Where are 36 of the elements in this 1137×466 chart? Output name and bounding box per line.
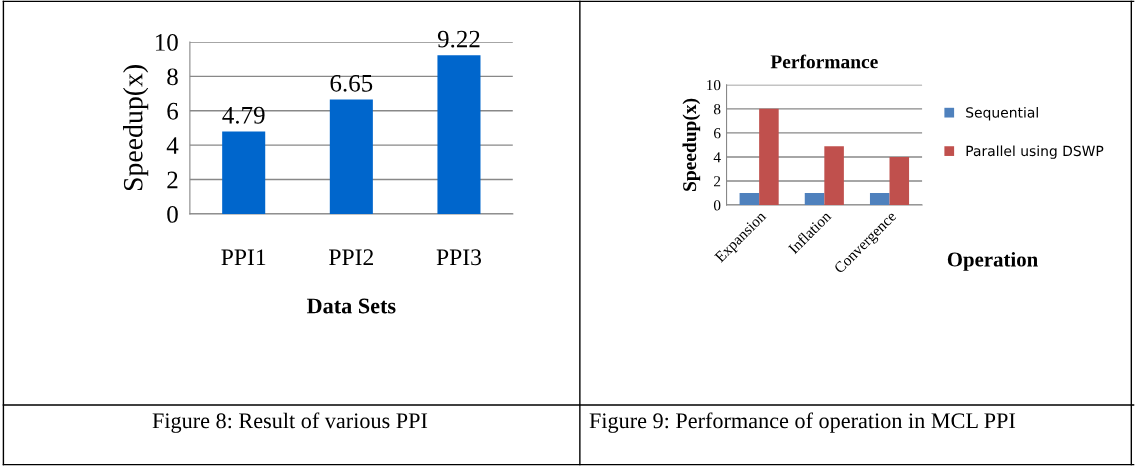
data-label: 9.22 [437, 30, 480, 48]
y-tick-label: 6 [714, 128, 721, 139]
y-tick-label: 0 [167, 205, 178, 223]
bar [759, 108, 779, 206]
y-tick-label: 8 [713, 104, 721, 115]
caption: Figure 9: Performance of operation in MCL PPI [589, 412, 1016, 433]
chart-title: Performance [770, 54, 878, 69]
bar [824, 146, 844, 206]
y-tick-label: 2 [167, 171, 178, 189]
data-label: 4.79 [222, 106, 265, 124]
bar [739, 193, 760, 206]
y-tick-label: 6 [167, 102, 179, 120]
x-axis-title: Data Sets [306, 298, 396, 314]
x-tick-label: PPI1 [221, 249, 266, 265]
legend-label: Sequential [966, 106, 1038, 121]
y-tick-label: 0 [713, 200, 721, 211]
caption: Figure 8: Result of various PPI [152, 412, 428, 433]
y-tick-label: 10 [155, 33, 178, 51]
bar [329, 99, 373, 214]
legend-label: Parallel using DSWP [966, 145, 1104, 159]
bar [437, 55, 481, 214]
bar [222, 131, 266, 214]
x-axis-title: Operation [947, 251, 1038, 271]
y-axis-title: Speedup(x) [123, 65, 149, 191]
y-tick-label: 2 [714, 176, 721, 187]
bar [804, 193, 825, 206]
data-label: 6.65 [330, 74, 373, 92]
y-tick-label: 4 [166, 137, 179, 154]
y-tick-label: 8 [167, 68, 178, 86]
y-axis-title: Speedup(x) [682, 98, 701, 191]
bar [869, 193, 890, 206]
x-tick-label: PPI2 [329, 249, 373, 265]
bar [889, 156, 910, 206]
x-tick-label: PPI3 [436, 249, 482, 266]
y-tick-label: 10 [707, 79, 721, 91]
y-tick-label: 4 [713, 152, 721, 163]
